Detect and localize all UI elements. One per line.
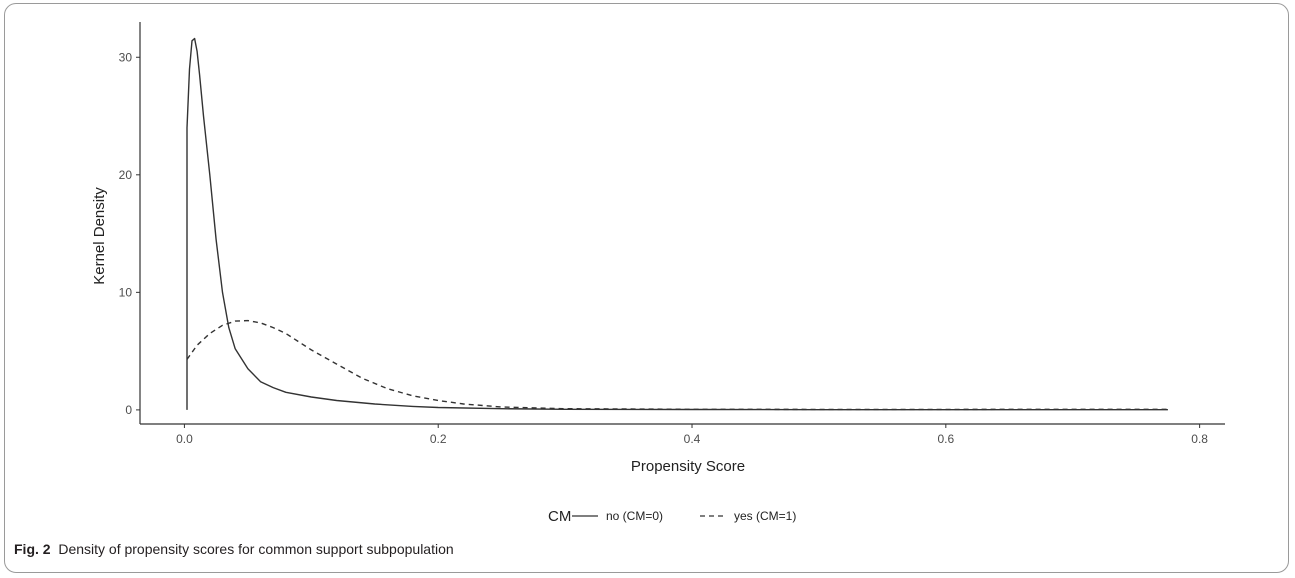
- figure-frame: [4, 3, 1289, 573]
- legend-label-yes: yes (CM=1): [734, 509, 796, 523]
- x-axis-title: Propensity Score: [631, 458, 745, 475]
- y-tick-label: 30: [119, 50, 133, 64]
- legend: CM no (CM=0) yes (CM=1): [548, 508, 796, 525]
- x-tick-label: 0.2: [430, 432, 447, 446]
- x-tick-label: 0.6: [937, 432, 954, 446]
- series-line-yes: [186, 319, 1168, 411]
- x-tick-label: 0.8: [1191, 432, 1208, 446]
- x-tick-label: 0.4: [684, 432, 701, 446]
- y-axis-title: Kernel Density: [91, 187, 108, 285]
- series-layer: [186, 37, 1168, 411]
- figure-caption-text: Density of propensity scores for common …: [58, 541, 454, 557]
- legend-title: CM: [548, 508, 571, 525]
- figure-label: Fig. 2: [14, 541, 51, 557]
- figure-caption: Fig. 2 Density of propensity scores for …: [14, 541, 454, 557]
- series-line-no: [186, 37, 1168, 411]
- x-tick-label: 0.0: [176, 432, 193, 446]
- y-tick-label: 0: [125, 403, 132, 417]
- axes: 0.0 0.2 0.4 0.6 0.8 0 10 20 30: [119, 22, 1225, 446]
- y-tick-label: 20: [119, 168, 133, 182]
- y-tick-label: 10: [119, 285, 133, 299]
- legend-label-no: no (CM=0): [606, 509, 663, 523]
